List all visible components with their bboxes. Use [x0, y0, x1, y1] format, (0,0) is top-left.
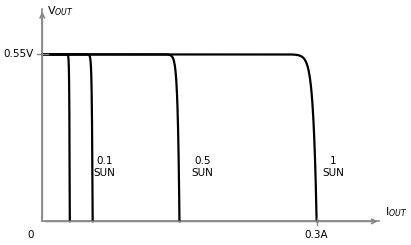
Text: I$_{OUT}$: I$_{OUT}$	[385, 205, 408, 219]
Text: 0.3A: 0.3A	[305, 230, 328, 240]
Text: 1
SUN: 1 SUN	[322, 156, 344, 178]
Text: 0: 0	[28, 230, 34, 240]
Text: 0.55V: 0.55V	[4, 49, 34, 59]
Text: 0.5
SUN: 0.5 SUN	[192, 156, 213, 178]
Text: V$_{OUT}$: V$_{OUT}$	[47, 4, 74, 18]
Text: 0.1
SUN: 0.1 SUN	[94, 156, 115, 178]
